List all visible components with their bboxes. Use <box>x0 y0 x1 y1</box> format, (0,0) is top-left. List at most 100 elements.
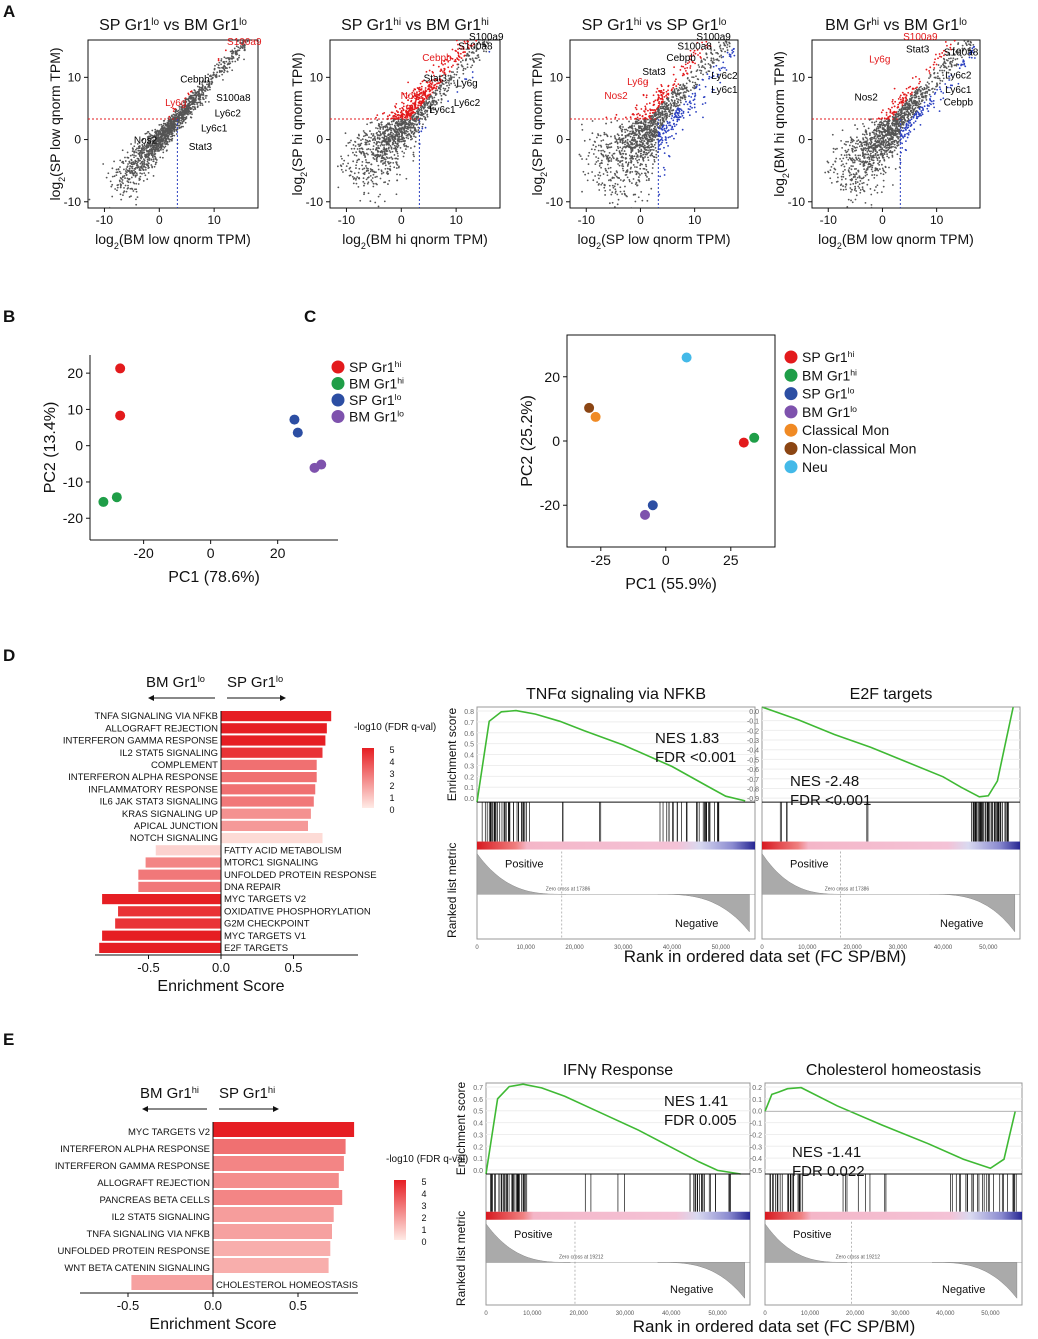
data-point <box>616 193 619 196</box>
data-point <box>216 63 218 66</box>
data-point <box>639 138 642 140</box>
data-point <box>636 161 639 164</box>
data-point <box>829 169 832 172</box>
data-point <box>665 115 668 118</box>
data-point <box>614 190 617 193</box>
data-point <box>400 127 402 130</box>
data-point <box>668 109 671 112</box>
data-point <box>352 144 355 146</box>
data-point <box>604 154 607 157</box>
data-point <box>366 123 369 126</box>
data-point <box>372 133 375 135</box>
data-point <box>178 113 180 116</box>
data-point <box>616 176 619 179</box>
data-point <box>403 129 406 132</box>
data-point <box>610 142 613 145</box>
data-point <box>627 133 630 136</box>
data-point <box>633 166 636 168</box>
data-point <box>459 52 462 55</box>
data-point <box>645 179 648 182</box>
data-point <box>402 102 405 105</box>
data-point <box>688 114 691 117</box>
data-point <box>659 105 662 108</box>
x-axis-label: log2(BM hi qnorm TPM) <box>342 231 488 251</box>
data-point <box>389 161 392 164</box>
data-point <box>118 170 121 173</box>
data-point <box>430 83 433 86</box>
data-point <box>696 83 698 86</box>
data-point <box>715 64 718 67</box>
data-point <box>421 105 423 108</box>
data-point <box>642 151 645 153</box>
data-point <box>842 188 845 191</box>
data-point <box>365 159 367 161</box>
data-point <box>128 178 131 180</box>
data-point <box>645 96 648 99</box>
data-point <box>160 127 163 130</box>
data-point <box>650 131 653 134</box>
data-point <box>600 166 602 169</box>
data-point <box>193 94 196 97</box>
data-point <box>421 80 424 83</box>
data-point <box>341 157 343 160</box>
data-point <box>437 99 440 101</box>
data-point <box>418 113 420 116</box>
data-point <box>664 136 667 138</box>
data-point <box>175 133 178 135</box>
data-point <box>132 161 135 163</box>
data-point <box>371 153 374 156</box>
data-point <box>914 87 917 90</box>
data-point <box>624 136 627 139</box>
data-point <box>172 113 175 116</box>
data-point <box>126 177 129 180</box>
data-point <box>400 109 403 112</box>
data-point <box>151 149 154 152</box>
data-point <box>398 127 401 130</box>
data-point <box>366 134 368 137</box>
data-point <box>639 164 642 167</box>
data-point <box>170 123 173 126</box>
y-axis-label: log2(SP low qnorm TPM) <box>47 47 67 200</box>
data-point <box>356 176 359 178</box>
data-point <box>650 120 653 123</box>
data-point <box>477 41 480 44</box>
data-point <box>133 150 135 153</box>
data-point <box>654 131 656 134</box>
data-point <box>126 156 129 159</box>
data-point <box>637 119 640 122</box>
data-point <box>640 150 643 152</box>
data-point <box>135 148 137 151</box>
gene-label: Cebpb <box>666 53 696 64</box>
data-point <box>154 148 157 151</box>
data-point <box>381 159 384 162</box>
data-point <box>633 136 636 139</box>
data-point <box>598 189 601 191</box>
data-point <box>417 98 420 101</box>
data-point <box>676 120 679 123</box>
data-point <box>353 172 356 175</box>
data-point <box>630 207 633 208</box>
data-point <box>232 50 235 53</box>
data-point <box>416 95 419 98</box>
data-point <box>609 171 612 173</box>
data-point <box>206 83 208 86</box>
data-point <box>627 126 630 129</box>
data-point <box>673 101 676 104</box>
data-point <box>656 124 658 127</box>
data-point <box>361 168 364 171</box>
data-point <box>224 49 227 52</box>
data-point <box>182 100 185 102</box>
data-point <box>149 133 152 136</box>
data-point <box>645 127 648 130</box>
data-point <box>622 146 625 149</box>
data-point <box>662 117 665 120</box>
data-point <box>661 116 664 119</box>
data-point <box>178 127 181 130</box>
data-point <box>141 160 144 163</box>
data-point <box>669 113 671 116</box>
data-point <box>669 102 672 105</box>
data-point <box>395 167 398 169</box>
data-point <box>617 134 620 137</box>
points-group <box>578 40 736 208</box>
data-point <box>357 177 360 180</box>
